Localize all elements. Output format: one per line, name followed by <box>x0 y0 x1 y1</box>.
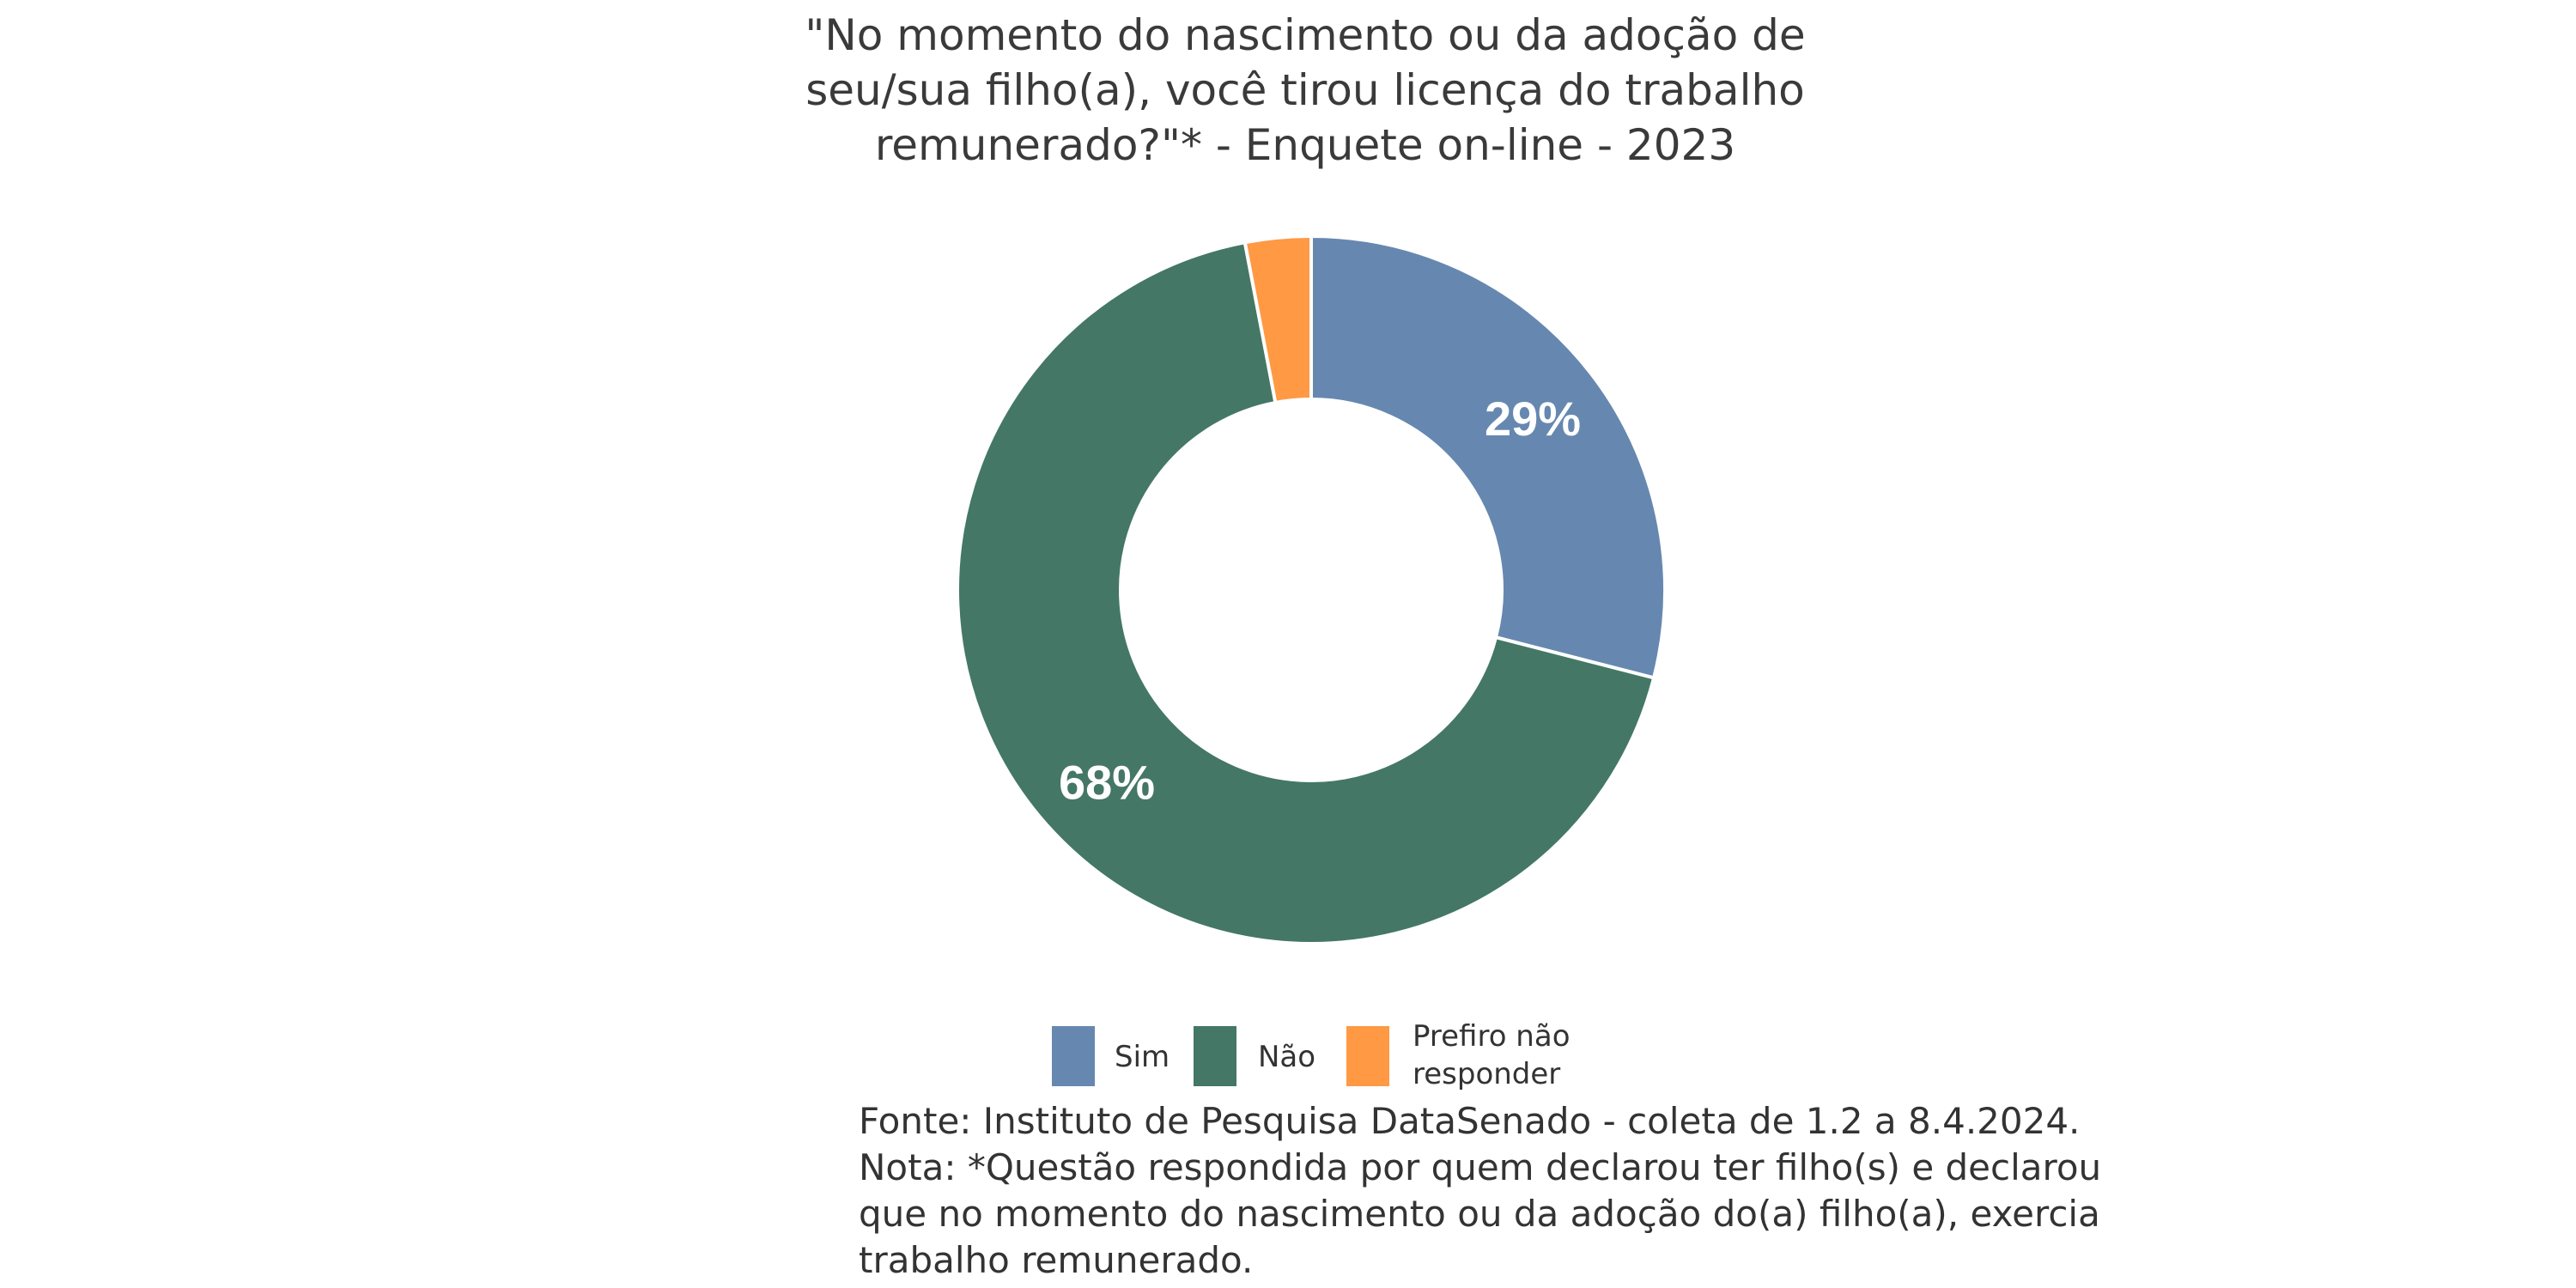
legend-label-prefiro-nao-responder-line-2: responder <box>1413 1057 1560 1091</box>
legend-item-prefiro-nao-responder[interactable]: Prefiro não responder <box>1346 1019 1571 1091</box>
chart-title: "No momento do nascimento ou da adoção d… <box>805 10 1805 170</box>
title-line-3: remunerado?"* - Enquete on-line - 2023 <box>875 120 1735 170</box>
legend-swatch-prefiro-nao-responder <box>1346 1026 1389 1086</box>
title-line-2: seu/sua filho(a), você tirou licença do … <box>805 65 1805 115</box>
note-line-3: trabalho remunerado. <box>859 1239 1253 1281</box>
donut-slice-labels: 29% 68% <box>1059 392 1581 810</box>
legend-label-sim: Sim <box>1115 1040 1170 1074</box>
donut-slice-sim[interactable] <box>1309 234 1667 680</box>
source-line: Fonte: Instituto de Pesquisa DataSenado … <box>859 1100 2080 1142</box>
legend: Sim Não Prefiro não responder <box>1052 1019 1571 1091</box>
legend-item-nao[interactable]: Não <box>1194 1026 1315 1086</box>
slice-label-nao: 68% <box>1059 756 1155 810</box>
donut-slices <box>956 234 1667 945</box>
legend-swatch-sim <box>1052 1026 1095 1086</box>
note-line-1: Nota: *Questão respondida por quem decla… <box>859 1146 2101 1188</box>
legend-label-prefiro-nao-responder-line-1: Prefiro não <box>1413 1019 1571 1054</box>
title-line-1: "No momento do nascimento ou da adoção d… <box>805 10 1805 60</box>
donut-slice-prefiro-nao-responder[interactable] <box>1242 234 1313 405</box>
source-note: Fonte: Instituto de Pesquisa DataSenado … <box>859 1100 2101 1281</box>
legend-label-nao: Não <box>1258 1040 1315 1074</box>
note-line-2: que no momento do nascimento ou da adoçã… <box>859 1193 2100 1235</box>
donut-slice-nao[interactable] <box>956 240 1656 945</box>
legend-swatch-nao <box>1194 1026 1236 1086</box>
legend-item-sim[interactable]: Sim <box>1052 1026 1170 1086</box>
slice-label-sim: 29% <box>1485 392 1581 446</box>
